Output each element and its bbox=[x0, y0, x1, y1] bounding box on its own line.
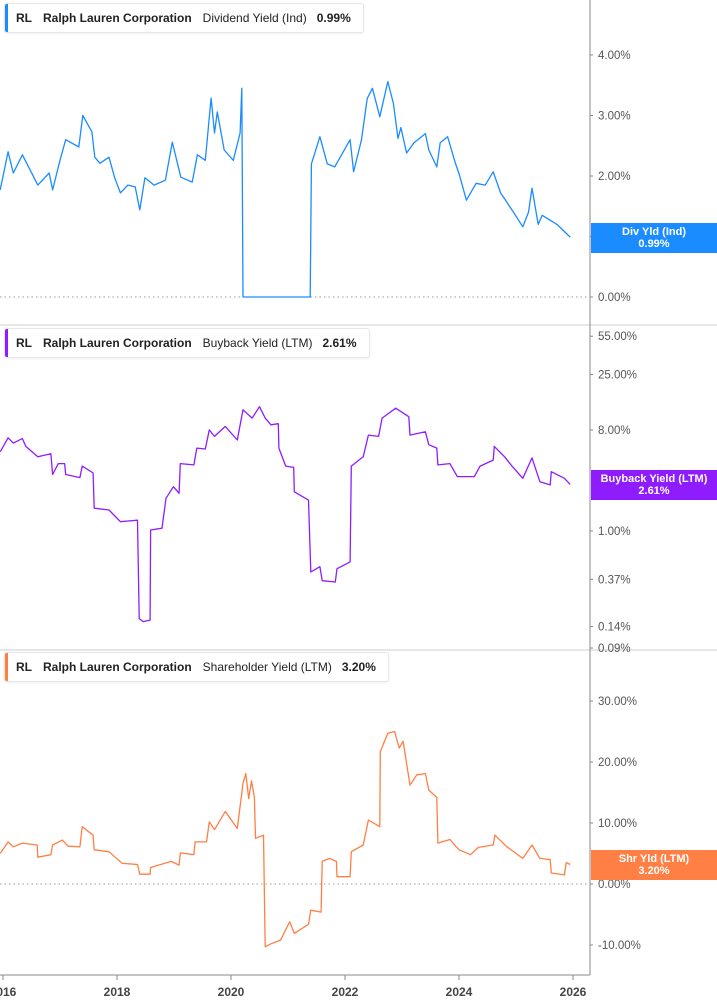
x-tick-label: 2022 bbox=[332, 985, 359, 999]
y-tick-label: -10.00% bbox=[598, 940, 641, 952]
legend-value: 2.61% bbox=[322, 336, 357, 350]
series-color-marker bbox=[5, 4, 8, 32]
legend-company: Ralph Lauren Corporation bbox=[43, 11, 192, 25]
legend-shareholder[interactable]: RL Ralph Lauren Corporation Shareholder … bbox=[4, 652, 389, 682]
x-tick-label: 2024 bbox=[446, 985, 473, 999]
y-tick-label: 30.00% bbox=[598, 696, 637, 708]
last-value-flag-dividend: Div Yld (Ind) 0.99% bbox=[591, 223, 717, 253]
legend-ticker: RL bbox=[16, 336, 32, 350]
legend-ticker: RL bbox=[16, 11, 32, 25]
flag-label: Div Yld (Ind) bbox=[622, 226, 686, 238]
series-color-marker bbox=[5, 329, 8, 357]
last-value-flag-buyback: Buyback Yield (LTM) 2.61% bbox=[591, 470, 717, 500]
legend-company: Ralph Lauren Corporation bbox=[43, 336, 192, 350]
x-tick-label: 2020 bbox=[218, 985, 245, 999]
y-tick-label: 10.00% bbox=[598, 818, 637, 830]
legend-buyback[interactable]: RL Ralph Lauren Corporation Buyback Yiel… bbox=[4, 328, 370, 358]
x-tick-label: 2026 bbox=[560, 985, 587, 999]
y-tick-label: 55.00% bbox=[598, 331, 637, 343]
legend-value: 0.99% bbox=[316, 11, 351, 25]
last-value-flag-shareholder: Shr Yld (LTM) 3.20% bbox=[591, 850, 717, 880]
legend-metric: Buyback Yield (LTM) bbox=[202, 336, 313, 350]
y-tick-label: 0.14% bbox=[598, 622, 631, 634]
legend-value: 3.20% bbox=[341, 660, 376, 674]
x-tick-label: 2018 bbox=[104, 985, 131, 999]
series-line bbox=[0, 80, 571, 298]
legend-company: Ralph Lauren Corporation bbox=[43, 660, 192, 674]
series-color-marker bbox=[5, 653, 8, 681]
y-tick-label: 0.09% bbox=[598, 643, 631, 655]
x-tick-label: 2016 bbox=[0, 985, 17, 999]
flag-value: 2.61% bbox=[638, 485, 670, 497]
legend-metric: Shareholder Yield (LTM) bbox=[202, 660, 332, 674]
y-tick-label: 4.00% bbox=[598, 50, 631, 62]
legend-ticker: RL bbox=[16, 660, 32, 674]
y-tick-label: 0.00% bbox=[598, 292, 631, 304]
flag-label: Shr Yld (LTM) bbox=[618, 853, 690, 865]
y-tick-label: 8.00% bbox=[598, 425, 631, 437]
legend-dividend[interactable]: RL Ralph Lauren Corporation Dividend Yie… bbox=[4, 3, 364, 33]
y-tick-label: 20.00% bbox=[598, 757, 637, 769]
series-line bbox=[0, 730, 571, 948]
y-tick-label: 0.00% bbox=[598, 879, 631, 891]
y-tick-label: 1.00% bbox=[598, 526, 631, 538]
legend-metric: Dividend Yield (Ind) bbox=[202, 11, 307, 25]
y-tick-label: 2.00% bbox=[598, 171, 631, 183]
y-tick-label: 3.00% bbox=[598, 111, 631, 123]
y-tick-label: 0.37% bbox=[598, 574, 631, 586]
y-tick-label: 25.00% bbox=[598, 370, 637, 382]
flag-label: Buyback Yield (LTM) bbox=[600, 473, 708, 485]
flag-value: 0.99% bbox=[638, 238, 670, 250]
flag-value: 3.20% bbox=[638, 865, 670, 877]
series-line bbox=[0, 406, 571, 623]
